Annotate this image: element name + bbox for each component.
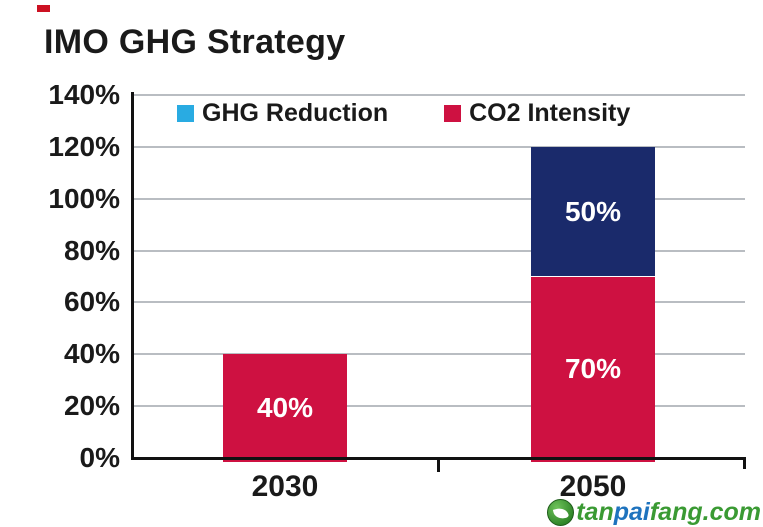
x-axis-tick-end xyxy=(743,458,746,469)
y-axis-tick-label: 40% xyxy=(63,338,120,370)
chart-legend: GHG Reduction CO2 Intensity xyxy=(132,99,746,128)
corner-mark xyxy=(37,5,50,12)
gridline xyxy=(132,197,745,200)
y-axis-tick-label: 80% xyxy=(63,234,120,266)
watermark: tanpaifang.com xyxy=(547,499,761,526)
gridline xyxy=(132,353,745,356)
x-axis-category-label: 2030 xyxy=(251,470,319,503)
gridline xyxy=(132,405,745,408)
y-axis-tick-label: 0% xyxy=(79,442,120,473)
gridline xyxy=(132,145,745,148)
bar-value-label: 40% xyxy=(256,392,314,424)
y-axis-tick-label: 60% xyxy=(63,286,120,318)
bar-segment-co2-intensity: 40% xyxy=(223,354,347,462)
x-axis-tick-mid xyxy=(437,458,440,472)
legend-item-label: GHG Reduction xyxy=(202,99,389,127)
y-axis-tick-label: 20% xyxy=(63,390,120,422)
gridline xyxy=(132,301,745,304)
watermark-text-part: pai xyxy=(613,498,650,526)
legend-item-label: CO2 Intensity xyxy=(469,99,631,127)
bar-value-label: 50% xyxy=(564,195,622,227)
x-axis-category-label: 2050 xyxy=(559,470,627,503)
y-axis-line xyxy=(131,92,134,460)
watermark-logo-icon xyxy=(547,499,575,526)
gridline xyxy=(132,94,745,96)
legend-swatch-icon xyxy=(177,105,194,122)
watermark-text-part: .com xyxy=(702,498,761,526)
gridline xyxy=(132,249,745,252)
y-axis-tick-label: 120% xyxy=(48,130,120,162)
chart-title: IMO GHG Strategy xyxy=(44,23,346,61)
bar-segment-ghg-reduction: 50% xyxy=(531,146,655,277)
watermark-text-part: tan xyxy=(576,498,614,526)
watermark-text-part: fang xyxy=(649,498,703,526)
y-axis-tick-label: 100% xyxy=(48,182,120,214)
watermark-text: tanpaifang.com xyxy=(576,499,761,526)
leaf-icon xyxy=(553,506,570,521)
legend-item: GHG Reduction xyxy=(177,99,388,128)
bar-value-label: 70% xyxy=(564,353,622,385)
legend-item: CO2 Intensity xyxy=(444,99,630,128)
legend-swatch-icon xyxy=(444,105,462,122)
bar-segment-co2-intensity: 70% xyxy=(531,276,655,462)
y-axis-tick-label: 140% xyxy=(48,79,120,110)
